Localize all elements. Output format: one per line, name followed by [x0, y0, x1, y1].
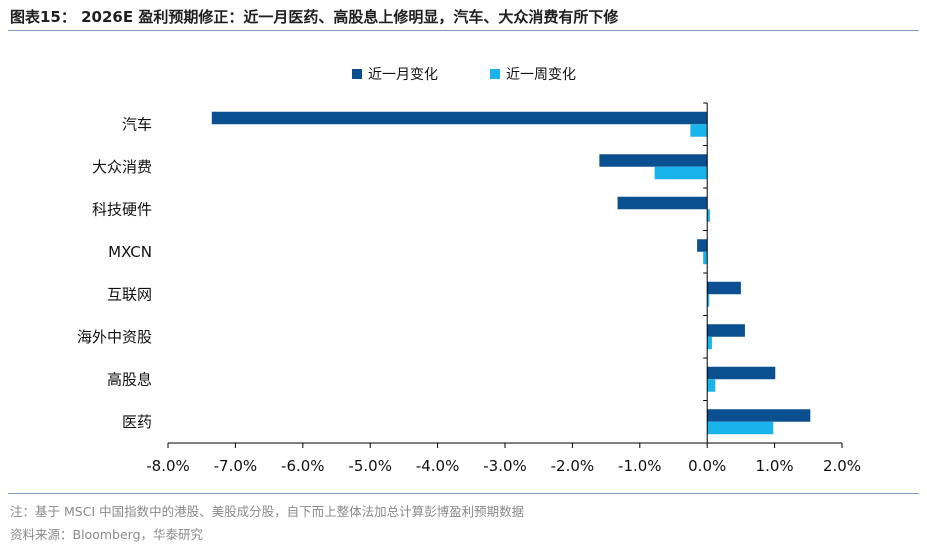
bar-month-7 — [707, 409, 811, 422]
axes-layer — [167, 102, 843, 448]
bar-week-7 — [707, 421, 774, 435]
category-label: 汽车 — [122, 115, 152, 133]
chart-legend: 近一月变化 近一周变化 — [352, 67, 576, 83]
x-tick-label: 2.0% — [823, 457, 861, 475]
bar-month-5 — [707, 324, 745, 337]
source-note: 资料来源：Bloomberg，华泰研究 — [10, 527, 203, 542]
bar-week-6 — [707, 379, 716, 392]
bar-week-1 — [654, 166, 708, 180]
legend-swatch-month — [352, 69, 362, 79]
x-tick-label: -7.0% — [214, 457, 258, 475]
footer-divider — [8, 493, 919, 494]
x-tick-label: 1.0% — [756, 457, 794, 475]
x-tick-label: -4.0% — [416, 457, 460, 475]
bar-week-3 — [703, 251, 708, 265]
bar-week-0 — [690, 124, 708, 137]
legend-swatch-week — [490, 69, 500, 79]
bar-month-2 — [617, 196, 708, 210]
bar-month-1 — [599, 154, 708, 167]
bar-week-4 — [707, 294, 710, 307]
title-divider — [8, 30, 919, 31]
category-label: 高股息 — [107, 370, 152, 388]
x-tick-label: -1.0% — [618, 457, 662, 475]
x-tick-label: -2.0% — [551, 457, 595, 475]
category-label: MXCN — [108, 243, 152, 261]
category-label: 大众消费 — [92, 158, 152, 176]
bar-layer — [211, 111, 811, 435]
legend-label-month: 近一月变化 — [368, 67, 438, 83]
x-tick-label: 0.0% — [688, 457, 726, 475]
x-tick-label: -8.0% — [146, 457, 190, 475]
category-label: 互联网 — [107, 285, 152, 303]
x-tick-label: -6.0% — [281, 457, 325, 475]
category-label: 医药 — [122, 413, 152, 431]
figure-title: 图表15： 2026E 盈利预期修正：近一月医药、高股息上修明显，汽车、大众消费… — [10, 8, 619, 26]
legend-label-week: 近一周变化 — [506, 67, 576, 83]
bar-week-2 — [707, 209, 710, 222]
x-tick-label: -5.0% — [348, 457, 392, 475]
bar-month-6 — [707, 366, 776, 380]
category-label: 科技硬件 — [92, 200, 152, 218]
bar-week-5 — [707, 336, 712, 350]
bar-month-0 — [211, 111, 708, 125]
bar-month-4 — [707, 281, 741, 295]
bar-month-3 — [697, 239, 708, 252]
x-tick-label: -3.0% — [483, 457, 527, 475]
category-label: 海外中资股 — [77, 328, 152, 346]
footnote: 注：基于 MSCI 中国指数中的港股、美股成分股，自下而上整体法加总计算彭博盈利… — [10, 504, 525, 519]
